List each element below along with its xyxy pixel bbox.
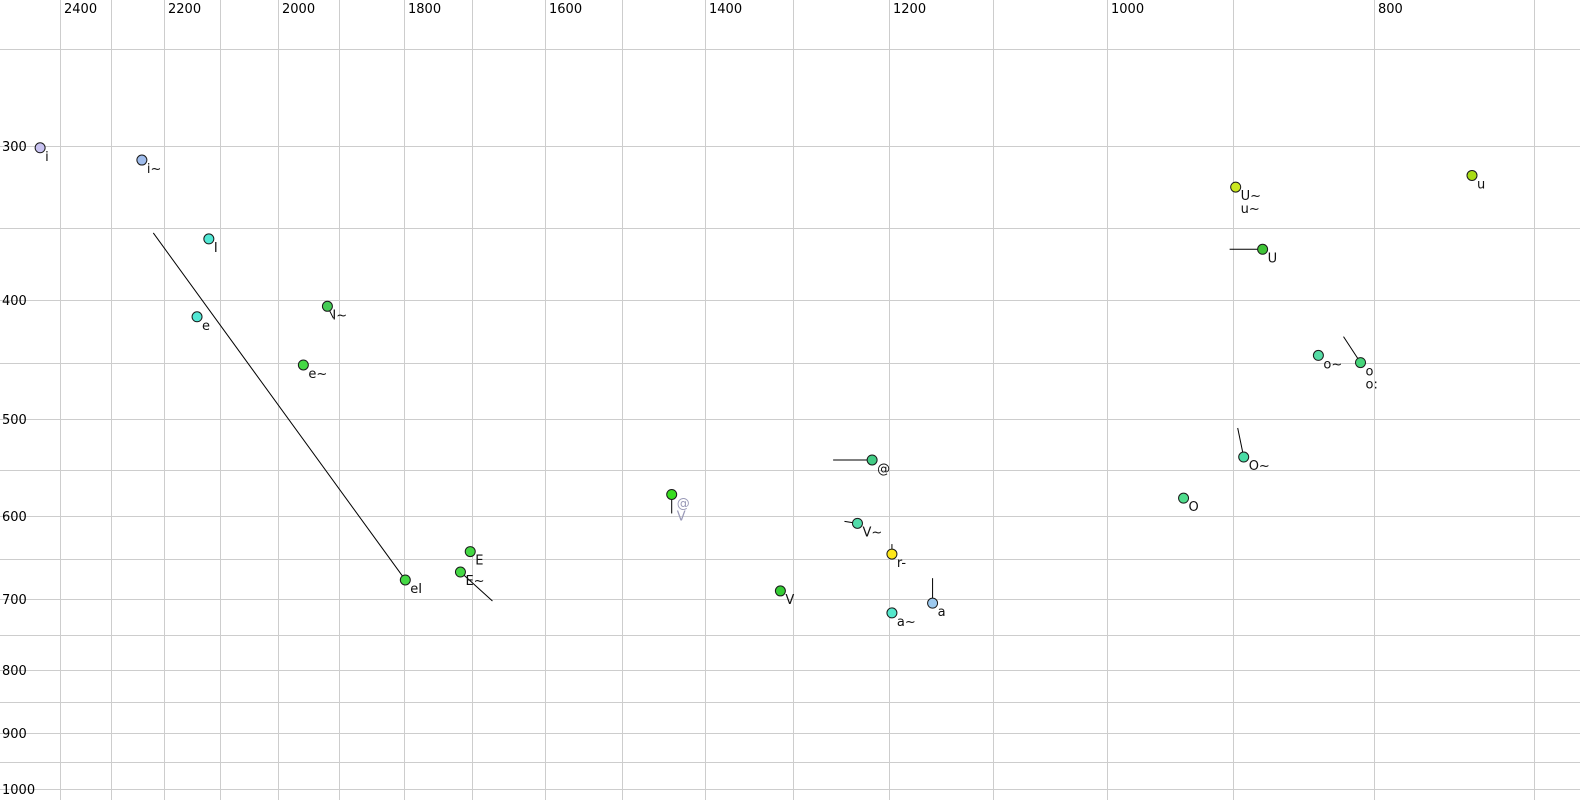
data-point-label-e: e [202, 319, 210, 334]
data-point-label-o: o [1366, 365, 1374, 380]
data-point-O [1178, 492, 1190, 504]
data-point-V [774, 585, 786, 597]
data-point-label-o~: o~ [1323, 357, 1342, 372]
data-point-U [1257, 243, 1269, 255]
data-point-i~ [136, 154, 148, 166]
data-point-V~ [851, 517, 863, 529]
data-point-I [203, 233, 215, 245]
data-point-label-U: U [1268, 251, 1278, 266]
data-point-a [927, 597, 939, 609]
data-point-U~ [1230, 181, 1242, 193]
data-point-label-a: a [938, 605, 946, 620]
data-point-eI [399, 574, 411, 586]
data-point-e [191, 311, 203, 323]
data-point-u [1466, 169, 1478, 181]
x-axis-tick-label: 1000 [1111, 2, 1144, 17]
data-point-label-eI: eI [410, 582, 422, 597]
data-point-label-I: I [214, 241, 218, 256]
x-axis-tick-label: 2400 [64, 2, 97, 17]
data-point-I~ [321, 300, 333, 312]
y-axis-tick-label: 600 [2, 510, 27, 525]
data-point-O~ [1238, 451, 1250, 463]
x-axis-tick-label: 2000 [282, 2, 315, 17]
x-axis-tick-label: 1600 [549, 2, 582, 17]
data-point-label-@: @ [677, 496, 690, 511]
data-point-label-E: E [475, 554, 483, 569]
data-point-i [34, 142, 46, 154]
trajectory-line-eI [152, 232, 406, 581]
x-axis-tick-label: 800 [1378, 2, 1403, 17]
data-point-label-u~: u~ [1241, 202, 1260, 217]
data-point-label-O: O [1189, 500, 1199, 515]
y-axis-tick-label: 800 [2, 664, 27, 679]
data-point-e~ [297, 359, 309, 371]
trajectory-line-E~ [460, 571, 493, 602]
data-point-label-V~: V~ [862, 525, 882, 540]
data-point-label-a~: a~ [897, 615, 916, 630]
y-axis-tick-label: 700 [2, 593, 27, 608]
data-point-label-V: V [677, 509, 686, 524]
y-axis-tick-label: 300 [2, 140, 27, 155]
data-point-o~ [1312, 349, 1324, 361]
data-point-label-O~: O~ [1249, 459, 1270, 474]
data-point-o [1355, 357, 1367, 369]
y-axis-tick-label: 400 [2, 294, 27, 309]
y-axis-tick-label: 1000 [2, 783, 35, 798]
x-axis-tick-label: 1400 [709, 2, 742, 17]
y-axis-tick-label: 900 [2, 727, 27, 742]
data-point-label-o:: o: [1366, 378, 1378, 393]
data-point-label-i: i [45, 150, 49, 165]
data-point-label-@: @ [877, 462, 890, 477]
x-axis-tick-label: 2200 [168, 2, 201, 17]
data-point-label-u: u [1477, 177, 1485, 192]
data-point-@ [666, 488, 678, 500]
data-point-E~ [454, 566, 466, 578]
data-point-label-e~: e~ [308, 367, 327, 382]
data-point-label-r-: r- [897, 556, 907, 571]
x-axis-tick-label: 1200 [893, 2, 926, 17]
data-point-label-E~: E~ [465, 574, 484, 589]
data-point-label-i~: i~ [147, 162, 162, 177]
x-axis-tick-label: 1800 [408, 2, 441, 17]
data-point-E [464, 546, 476, 558]
data-point-@ [866, 454, 878, 466]
data-point-label-U~: U~ [1241, 189, 1261, 204]
data-point-r- [886, 548, 898, 560]
data-point-label-V: V [785, 593, 794, 608]
y-axis-tick-label: 500 [2, 413, 27, 428]
data-point-label-I~: I~ [332, 308, 347, 323]
data-point-a~ [886, 607, 898, 619]
